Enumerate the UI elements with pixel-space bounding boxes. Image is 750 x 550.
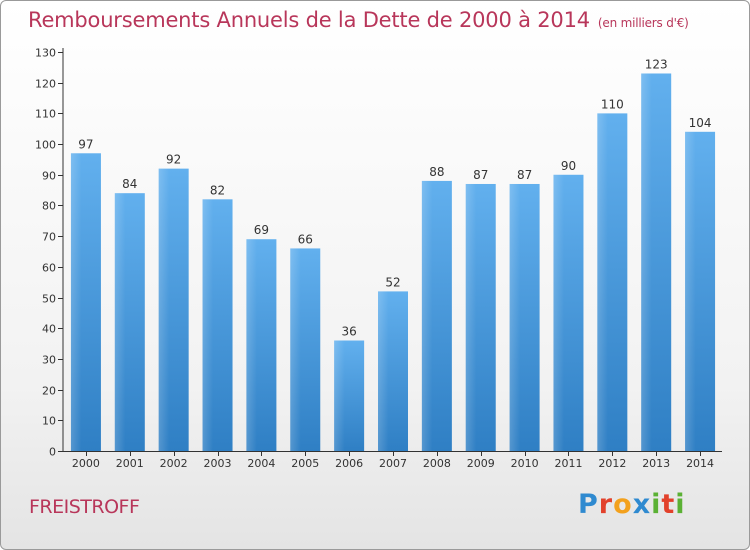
data-label: 104: [689, 116, 712, 130]
data-label: 66: [298, 232, 313, 246]
bar-highlight: [202, 199, 214, 451]
bar-highlight: [509, 183, 521, 451]
x-tick-label: 2002: [160, 457, 188, 470]
y-tick-label: 20: [42, 385, 56, 398]
x-tick-label: 2006: [335, 457, 363, 470]
logo-letter: i: [651, 489, 662, 520]
bar-highlight: [553, 174, 564, 451]
logo-letter: o: [613, 489, 633, 520]
y-tick-label: 40: [42, 323, 56, 336]
logo-letter: r: [598, 489, 614, 520]
y-tick-label: 80: [42, 200, 56, 213]
bar-highlight: [685, 131, 696, 452]
x-tick-label: 2001: [116, 457, 144, 470]
y-tick-label: 50: [42, 293, 56, 306]
bar-highlight: [70, 153, 82, 452]
x-tick-label: 2014: [686, 457, 714, 470]
bar-highlight: [421, 180, 433, 451]
data-label: 123: [645, 57, 668, 71]
bar-highlight: [597, 113, 608, 451]
bar-highlight: [465, 183, 477, 451]
data-label: 88: [429, 165, 444, 179]
data-label: 52: [385, 275, 400, 289]
unit-label: (en milliers d'€): [597, 16, 689, 30]
y-tick-label: 30: [42, 354, 56, 367]
y-tick-label: 90: [42, 170, 56, 183]
x-tick-label: 2008: [423, 457, 451, 470]
logo-letter: x: [632, 489, 652, 520]
data-label: 82: [210, 183, 225, 197]
data-label: 90: [561, 159, 576, 173]
data-label: 92: [166, 153, 181, 167]
data-label: 110: [601, 97, 624, 111]
chart-title: Remboursements Annuels de la Dette de 20…: [28, 8, 689, 32]
data-label: 36: [341, 325, 356, 339]
data-label: 97: [78, 137, 93, 151]
bar-highlight: [158, 168, 170, 451]
y-tick-label: 130: [35, 47, 56, 60]
data-label: 69: [254, 223, 269, 237]
logo-letter: i: [675, 489, 686, 520]
bar-highlight: [641, 73, 652, 451]
x-tick-label: 2003: [204, 457, 232, 470]
logo-letter: t: [661, 489, 676, 520]
y-tick-label: 120: [35, 78, 56, 91]
data-label: 84: [122, 177, 137, 191]
bar-highlight: [246, 239, 257, 451]
bar-highlight: [290, 248, 301, 451]
bar-highlight: [378, 291, 389, 451]
proxiti-logo: Proxiti: [578, 489, 686, 520]
y-tick-label: 110: [35, 108, 56, 121]
logo-letter: P: [578, 489, 599, 520]
x-tick-label: 2011: [554, 457, 582, 470]
y-tick-label: 60: [42, 262, 56, 275]
y-tick-label: 0: [49, 446, 56, 459]
y-tick-label: 10: [42, 415, 56, 428]
bar-highlight: [334, 340, 345, 451]
y-tick-label: 100: [35, 139, 56, 152]
bar-highlight: [114, 193, 126, 451]
x-tick-label: 2013: [642, 457, 670, 470]
x-tick-label: 2010: [511, 457, 539, 470]
data-label: 87: [517, 168, 532, 182]
x-tick-label: 2007: [379, 457, 407, 470]
x-tick-label: 2009: [467, 457, 495, 470]
x-tick-label: 2000: [72, 457, 100, 470]
x-tick-label: 2004: [247, 457, 275, 470]
x-tick-label: 2012: [598, 457, 626, 470]
x-tick-label: 2005: [291, 457, 319, 470]
data-label: 87: [473, 168, 488, 182]
y-tick-label: 70: [42, 231, 56, 244]
commune-name: FREISTROFF: [29, 496, 140, 518]
